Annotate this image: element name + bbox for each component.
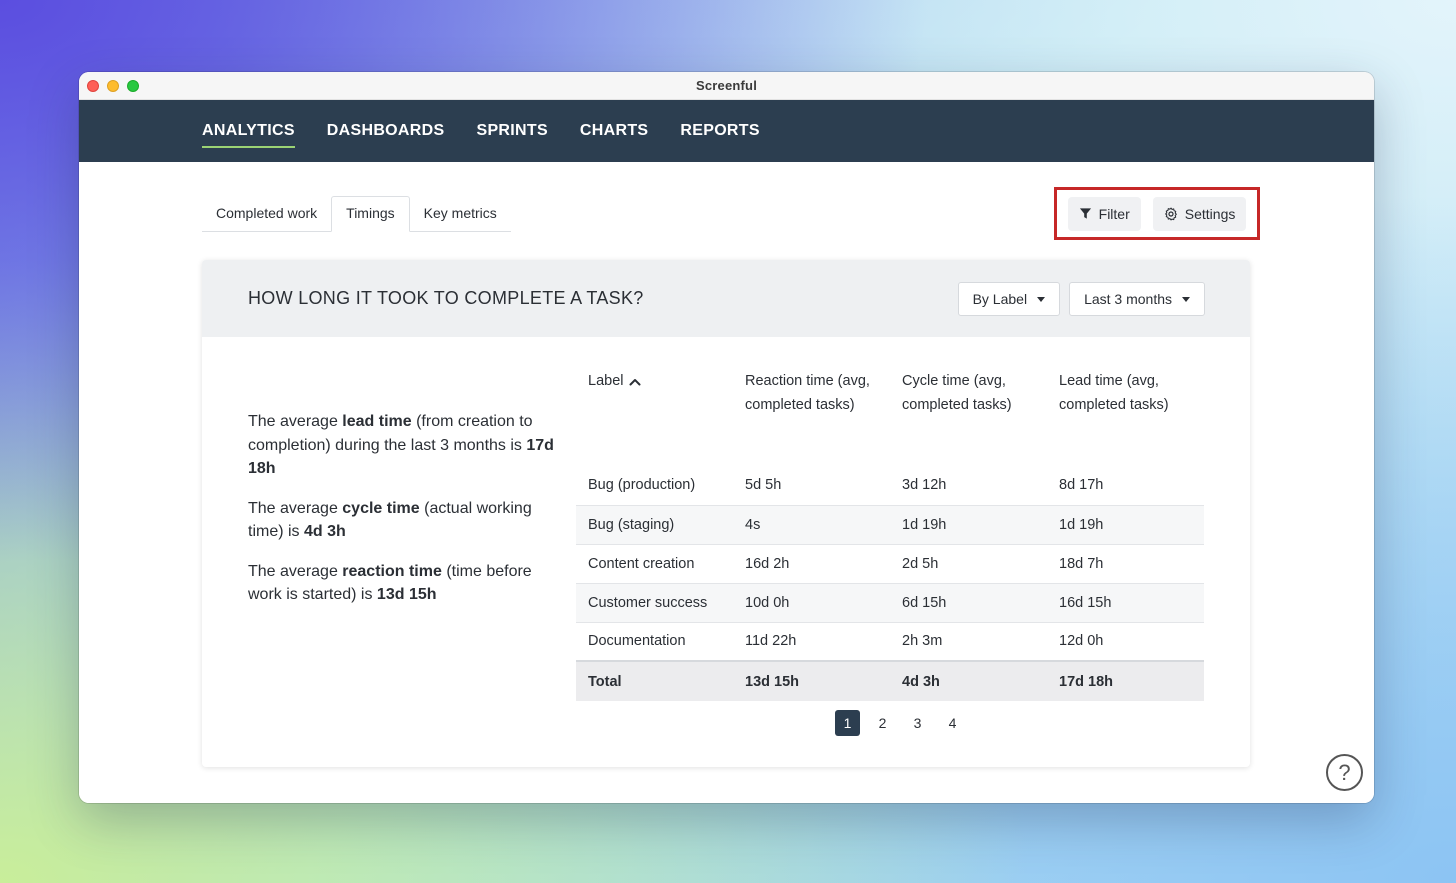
cell-cycle: 2h 3m [890, 622, 1047, 662]
column-header-cycle[interactable]: Cycle time (avg, completed tasks) [902, 373, 1012, 413]
caret-down-icon [1037, 296, 1046, 302]
cell-label: Content creation [576, 544, 733, 584]
cell-label: Bug (production) [576, 465, 733, 506]
card-header: HOW LONG IT TOOK TO COMPLETE A TASK? By … [202, 260, 1250, 337]
table-total-row: Total 13d 15h 4d 3h 17d 18h [576, 660, 1204, 701]
pagination: 1 2 3 4 [835, 710, 965, 736]
cell-lead: 12d 0h [1047, 622, 1204, 662]
app-window: Screenful ANALYTICS DASHBOARDS SPRINTS C… [79, 72, 1374, 803]
help-button[interactable]: ? [1326, 754, 1363, 791]
page-2-button[interactable]: 2 [878, 715, 887, 731]
toolbar-highlight: Filter Settings [1054, 187, 1260, 240]
table-row: Bug (production) 5d 5h 3d 12h 8d 17h [576, 465, 1204, 506]
window-title: Screenful [695, 78, 758, 93]
cell-cycle: 6d 15h [890, 583, 1047, 623]
cell-label: Documentation [576, 622, 733, 662]
cell-reaction: 16d 2h [733, 544, 890, 584]
timings-card: HOW LONG IT TOOK TO COMPLETE A TASK? By … [202, 260, 1250, 767]
nav-dashboards[interactable]: DASHBOARDS [326, 122, 445, 139]
nav-charts[interactable]: CHARTS [579, 122, 649, 139]
cell-total-reaction: 13d 15h [733, 660, 890, 701]
timings-table-wrap: Label Reaction time (avg, completed task… [576, 358, 1204, 701]
sub-tabs: Completed work Timings Key metrics [202, 196, 511, 232]
table-row: Bug (staging) 4s 1d 19h 1d 19h [576, 505, 1204, 545]
cell-total-label: Total [576, 660, 733, 701]
page-4-button[interactable]: 4 [948, 715, 957, 731]
cell-label: Customer success [576, 583, 733, 623]
timings-table: Label Reaction time (avg, completed task… [576, 358, 1204, 701]
column-header-lead[interactable]: Lead time (avg, completed tasks) [1059, 373, 1169, 413]
filter-icon [1079, 208, 1091, 219]
minimize-window-button[interactable] [107, 80, 119, 92]
cell-reaction: 5d 5h [733, 465, 890, 506]
settings-label: Settings [1184, 205, 1236, 222]
cell-reaction: 10d 0h [733, 583, 890, 623]
cell-lead: 1d 19h [1047, 505, 1204, 545]
cell-label: Bug (staging) [576, 505, 733, 545]
filter-button[interactable]: Filter [1067, 196, 1141, 231]
page-1-button[interactable]: 1 [835, 710, 860, 736]
period-dropdown[interactable]: Last 3 months [1069, 282, 1205, 316]
settings-button[interactable]: Settings [1152, 196, 1247, 231]
summary-lead: The average lead time (from creation to … [248, 413, 554, 477]
title-bar: Screenful [79, 72, 1374, 100]
nav-sprints[interactable]: SPRINTS [476, 122, 548, 139]
cell-lead: 18d 7h [1047, 544, 1204, 584]
cell-lead: 16d 15h [1047, 583, 1204, 623]
table-row: Content creation 16d 2h 2d 5h 18d 7h [576, 544, 1204, 584]
content-area: Completed work Timings Key metrics Filte… [79, 162, 1374, 803]
cell-reaction: 11d 22h [733, 622, 890, 662]
filter-label: Filter [1098, 205, 1130, 222]
tab-key-metrics[interactable]: Key metrics [423, 205, 497, 221]
cell-reaction: 4s [733, 505, 890, 545]
nav-reports[interactable]: REPORTS [680, 122, 760, 139]
gear-icon [1164, 207, 1177, 220]
column-header-reaction[interactable]: Reaction time (avg, completed tasks) [745, 373, 870, 413]
table-header-row: Label Reaction time (avg, completed task… [576, 358, 1204, 465]
cell-total-lead: 17d 18h [1047, 660, 1204, 701]
page-3-button[interactable]: 3 [913, 715, 922, 731]
column-header-label[interactable]: Label [576, 358, 733, 465]
cell-cycle: 3d 12h [890, 465, 1047, 506]
cell-cycle: 2d 5h [890, 544, 1047, 584]
summary-reaction: The average reaction time (time before w… [248, 562, 532, 604]
window-controls [87, 80, 139, 92]
nav-analytics[interactable]: ANALYTICS [202, 118, 295, 148]
cell-lead: 8d 17h [1047, 465, 1204, 506]
summary-text: The average lead time (from creation to … [248, 410, 558, 623]
card-title: HOW LONG IT TOOK TO COMPLETE A TASK? [248, 288, 644, 308]
group-by-value: By Label [972, 291, 1028, 307]
tab-completed-work[interactable]: Completed work [216, 205, 318, 221]
sort-ascending-icon [629, 378, 641, 386]
zoom-window-button[interactable] [127, 80, 139, 92]
period-value: Last 3 months [1084, 291, 1172, 307]
main-nav: ANALYTICS DASHBOARDS SPRINTS CHARTS REPO… [79, 100, 1374, 162]
cell-total-cycle: 4d 3h [890, 660, 1047, 701]
caret-down-icon [1182, 296, 1190, 302]
summary-cycle: The average cycle time (actual working t… [248, 499, 532, 541]
tab-timings[interactable]: Timings [331, 196, 410, 232]
cell-cycle: 1d 19h [890, 505, 1047, 545]
table-row: Customer success 10d 0h 6d 15h 16d 15h [576, 583, 1204, 623]
close-window-button[interactable] [87, 80, 99, 92]
question-mark-icon: ? [1338, 759, 1351, 785]
group-by-dropdown[interactable]: By Label [957, 282, 1061, 316]
card-controls: By Label Last 3 months [957, 282, 1205, 316]
table-row: Documentation 11d 22h 2h 3m 12d 0h [576, 622, 1204, 662]
